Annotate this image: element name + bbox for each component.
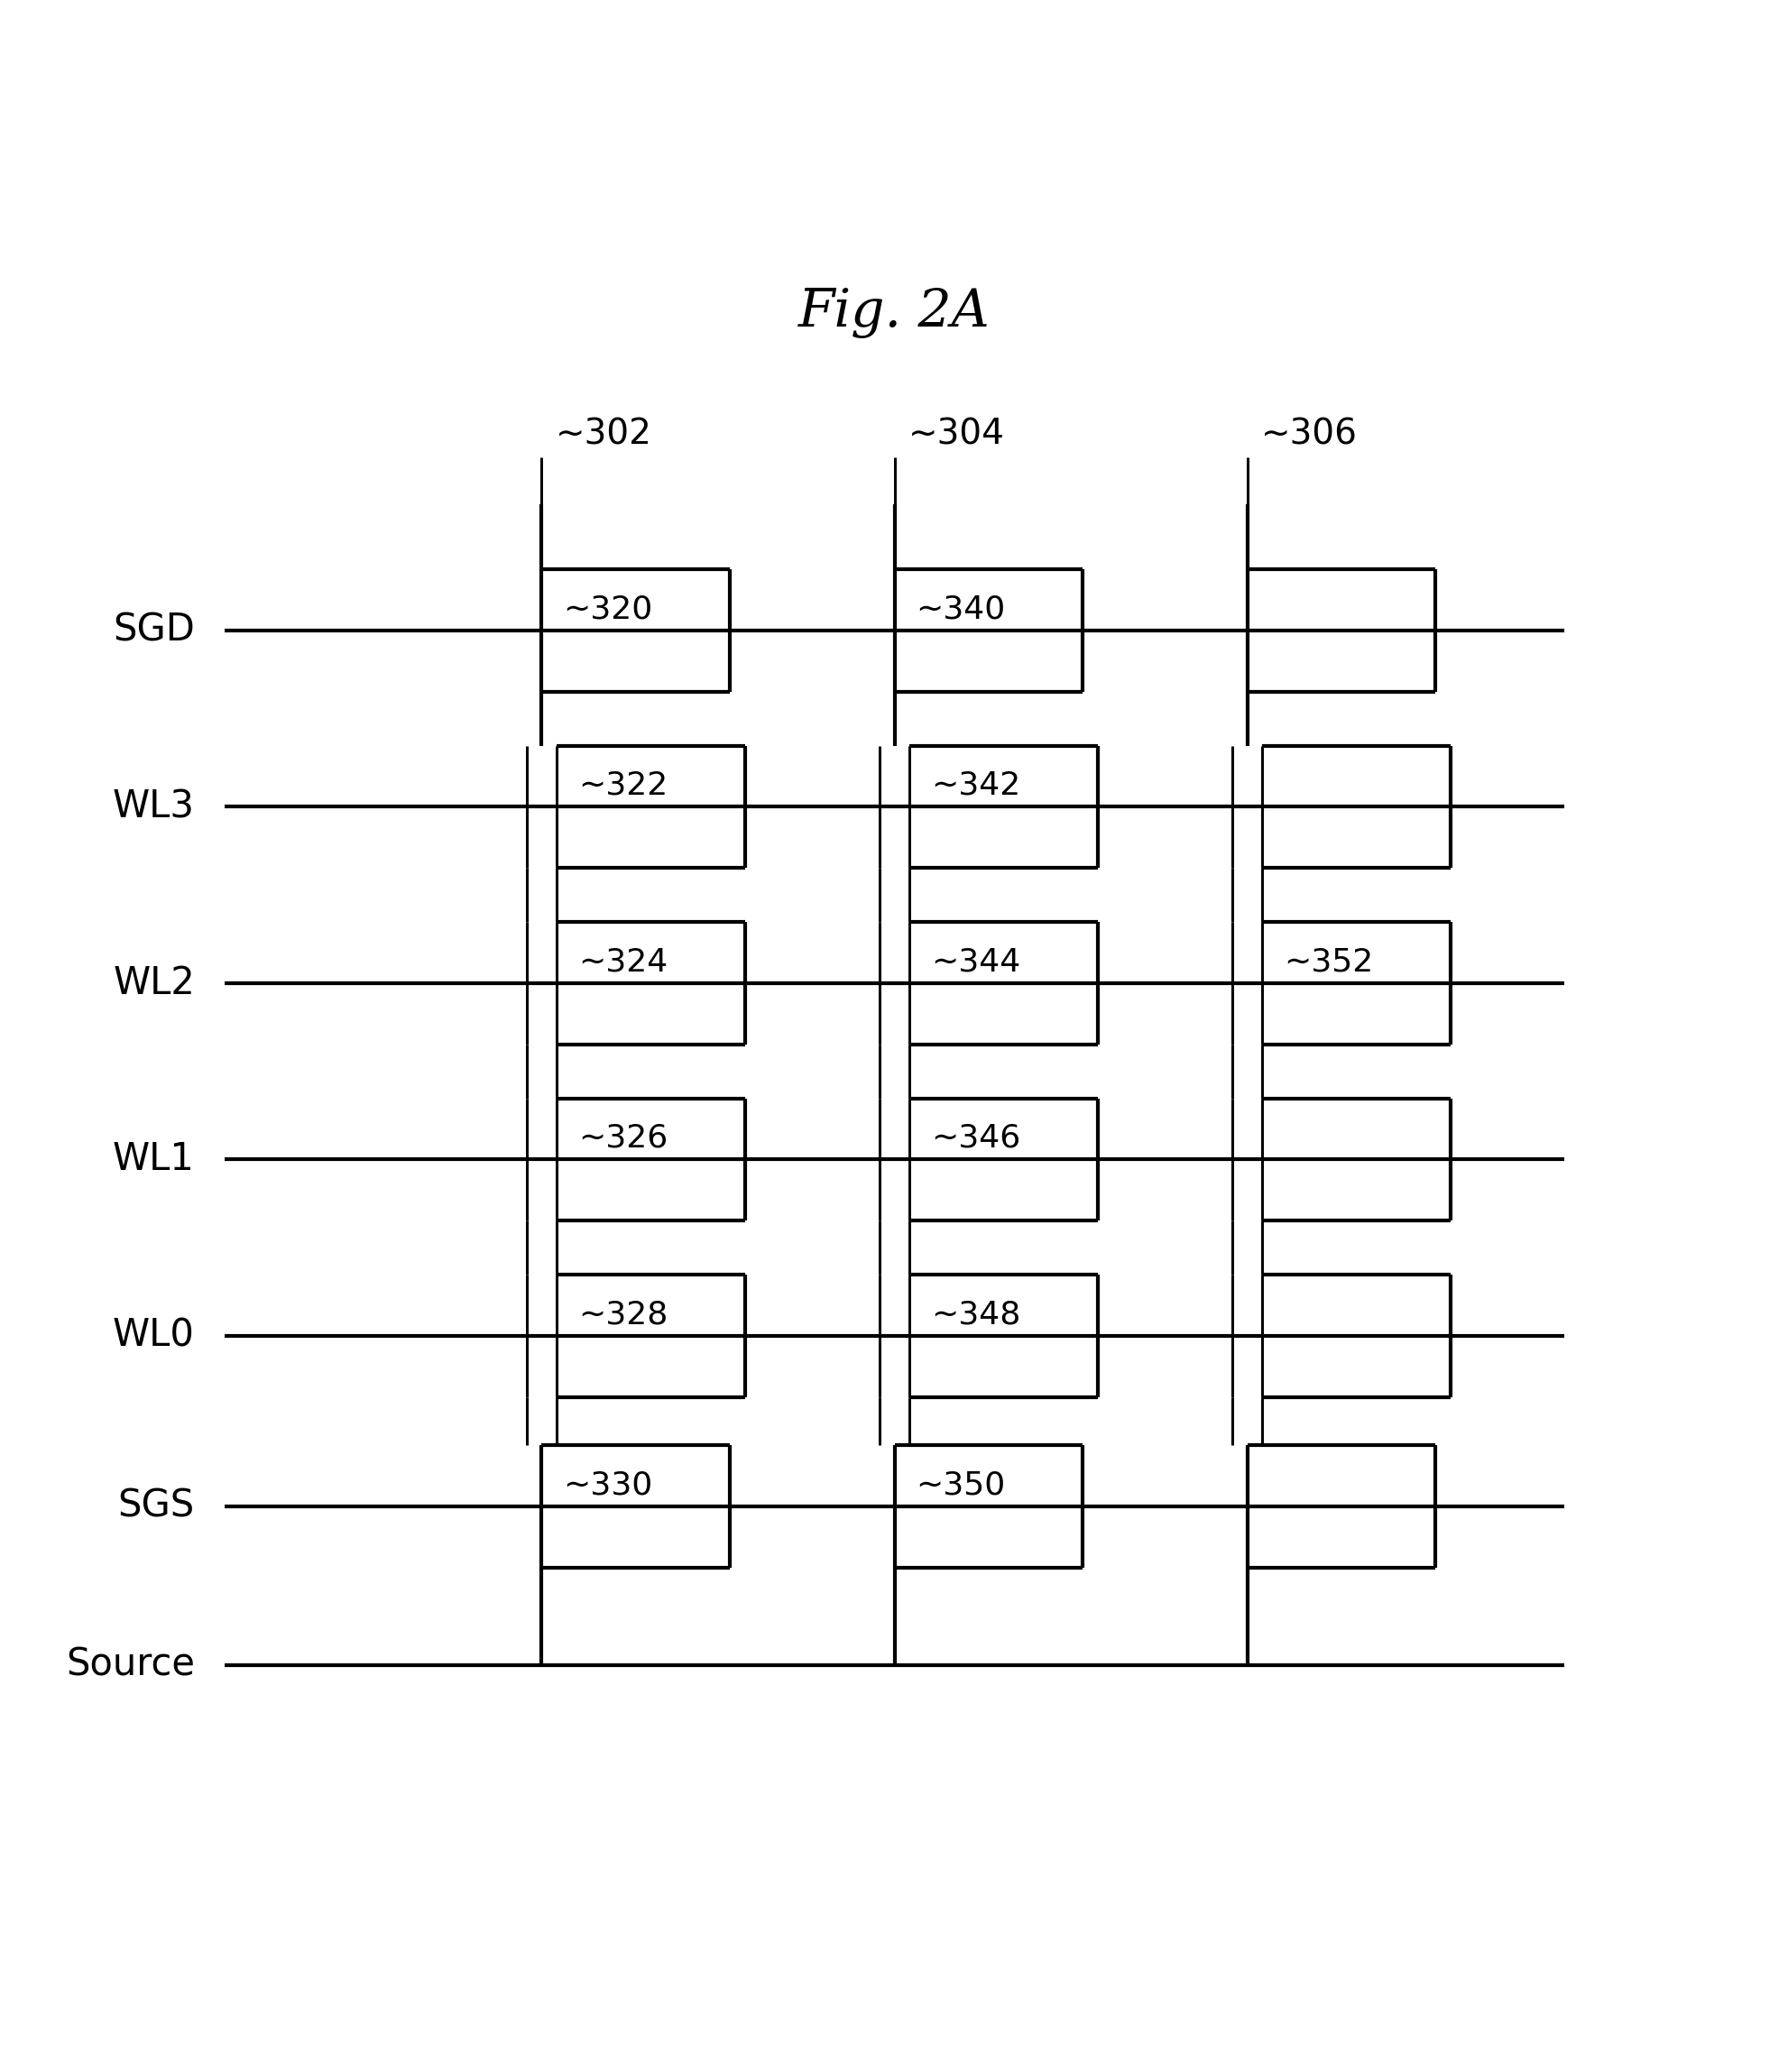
Text: WL0: WL0 [113, 1318, 195, 1355]
Text: WL1: WL1 [113, 1140, 195, 1179]
Text: ∼320: ∼320 [563, 593, 653, 624]
Text: WL3: WL3 [113, 787, 195, 825]
Text: ∼324: ∼324 [578, 947, 667, 978]
Text: Fig. 2A: Fig. 2A [797, 288, 991, 338]
Text: ∼330: ∼330 [563, 1469, 653, 1500]
Text: ∼304: ∼304 [908, 416, 1005, 452]
Text: SGS: SGS [118, 1488, 195, 1525]
Text: ∼344: ∼344 [930, 947, 1019, 978]
Text: ∼346: ∼346 [930, 1123, 1019, 1154]
Text: SGD: SGD [113, 611, 195, 649]
Text: ∼350: ∼350 [915, 1469, 1005, 1500]
Text: ∼306: ∼306 [1261, 416, 1357, 452]
Text: ∼322: ∼322 [578, 771, 667, 800]
Text: ∼328: ∼328 [578, 1299, 667, 1330]
Text: Source: Source [66, 1645, 195, 1685]
Text: ∼326: ∼326 [578, 1123, 667, 1154]
Text: ∼342: ∼342 [930, 771, 1019, 800]
Text: ∼302: ∼302 [556, 416, 653, 452]
Text: ∼348: ∼348 [930, 1299, 1019, 1330]
Text: ∼352: ∼352 [1284, 947, 1373, 978]
Text: WL2: WL2 [113, 963, 195, 1003]
Text: ∼340: ∼340 [915, 593, 1005, 624]
